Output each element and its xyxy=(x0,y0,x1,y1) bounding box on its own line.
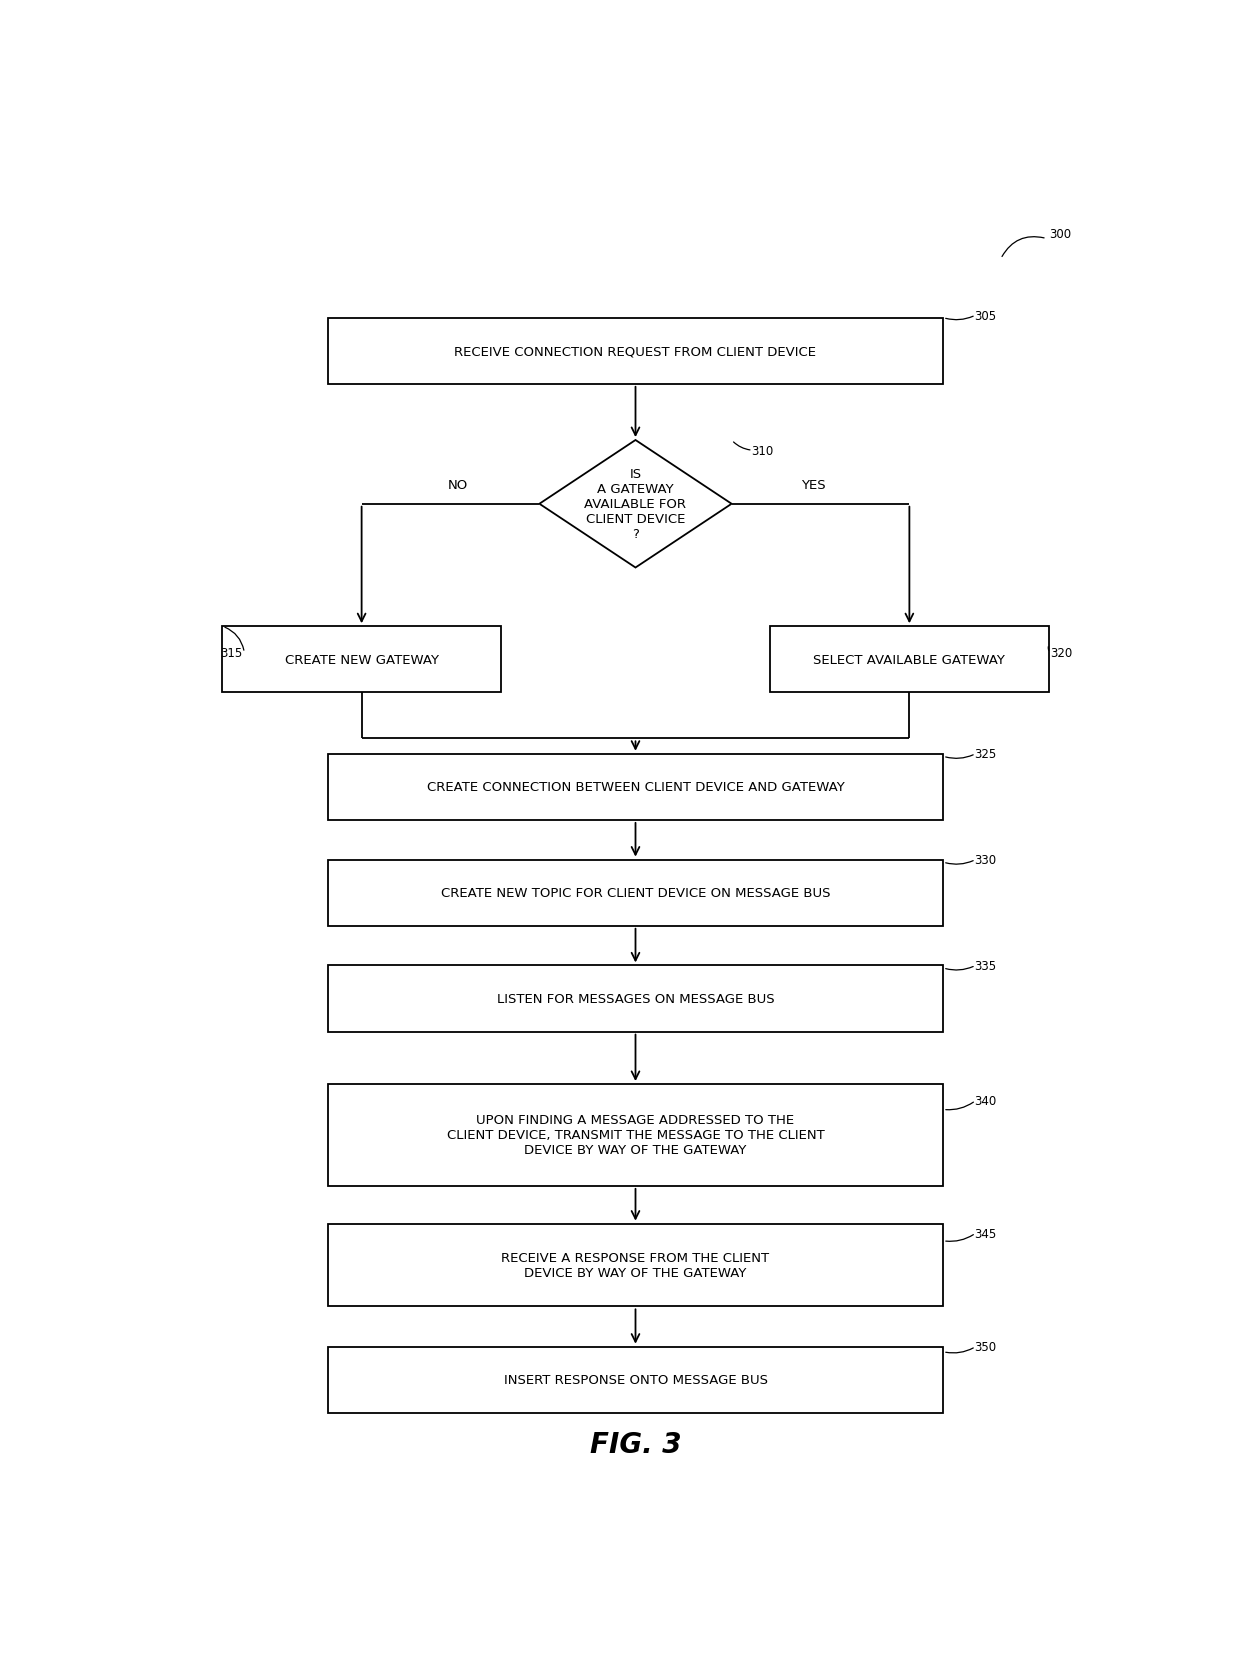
FancyBboxPatch shape xyxy=(222,627,501,693)
Text: 335: 335 xyxy=(973,960,996,971)
FancyBboxPatch shape xyxy=(327,967,944,1033)
Text: RECEIVE CONNECTION REQUEST FROM CLIENT DEVICE: RECEIVE CONNECTION REQUEST FROM CLIENT D… xyxy=(455,344,816,357)
FancyBboxPatch shape xyxy=(327,318,944,384)
FancyBboxPatch shape xyxy=(327,755,944,821)
Text: 310: 310 xyxy=(751,445,773,457)
FancyBboxPatch shape xyxy=(327,861,944,927)
Text: CREATE NEW TOPIC FOR CLIENT DEVICE ON MESSAGE BUS: CREATE NEW TOPIC FOR CLIENT DEVICE ON ME… xyxy=(440,887,831,900)
Text: 340: 340 xyxy=(973,1094,996,1107)
Text: 300: 300 xyxy=(1049,228,1071,240)
FancyBboxPatch shape xyxy=(327,1223,944,1307)
Text: 315: 315 xyxy=(221,647,243,660)
FancyBboxPatch shape xyxy=(327,1347,944,1413)
Text: CREATE NEW GATEWAY: CREATE NEW GATEWAY xyxy=(285,654,439,667)
Text: LISTEN FOR MESSAGES ON MESSAGE BUS: LISTEN FOR MESSAGES ON MESSAGE BUS xyxy=(497,993,774,1005)
Text: 330: 330 xyxy=(973,854,996,867)
Text: NO: NO xyxy=(448,478,467,492)
Text: 305: 305 xyxy=(973,309,996,323)
Text: UPON FINDING A MESSAGE ADDRESSED TO THE
CLIENT DEVICE, TRANSMIT THE MESSAGE TO T: UPON FINDING A MESSAGE ADDRESSED TO THE … xyxy=(446,1114,825,1157)
Text: CREATE CONNECTION BETWEEN CLIENT DEVICE AND GATEWAY: CREATE CONNECTION BETWEEN CLIENT DEVICE … xyxy=(427,781,844,794)
Text: 320: 320 xyxy=(1050,647,1073,660)
Text: RECEIVE A RESPONSE FROM THE CLIENT
DEVICE BY WAY OF THE GATEWAY: RECEIVE A RESPONSE FROM THE CLIENT DEVIC… xyxy=(501,1251,770,1279)
Text: INSERT RESPONSE ONTO MESSAGE BUS: INSERT RESPONSE ONTO MESSAGE BUS xyxy=(503,1374,768,1387)
Text: YES: YES xyxy=(801,478,826,492)
Text: 325: 325 xyxy=(973,748,996,761)
Text: IS
A GATEWAY
AVAILABLE FOR
CLIENT DEVICE
?: IS A GATEWAY AVAILABLE FOR CLIENT DEVICE… xyxy=(584,468,687,541)
FancyBboxPatch shape xyxy=(770,627,1049,693)
Text: SELECT AVAILABLE GATEWAY: SELECT AVAILABLE GATEWAY xyxy=(813,654,1006,667)
Text: 350: 350 xyxy=(973,1341,996,1354)
Text: 345: 345 xyxy=(973,1226,996,1240)
FancyBboxPatch shape xyxy=(327,1084,944,1187)
Text: FIG. 3: FIG. 3 xyxy=(590,1430,681,1458)
Polygon shape xyxy=(539,440,732,568)
